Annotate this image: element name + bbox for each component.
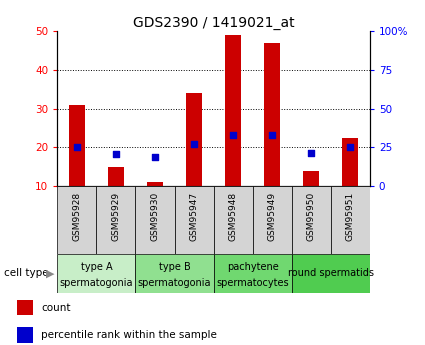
Text: count: count: [41, 303, 71, 313]
Bar: [213, 254, 292, 293]
Bar: [343, 138, 358, 186]
Bar: [17, 300, 33, 315]
Bar: [57, 186, 96, 254]
Point: [308, 150, 314, 156]
Text: ▶: ▶: [46, 268, 54, 278]
Text: round spermatids: round spermatids: [288, 268, 374, 278]
Text: percentile rank within the sample: percentile rank within the sample: [41, 330, 217, 340]
Bar: [136, 254, 213, 293]
Point: [230, 132, 236, 138]
Text: GSM95929: GSM95929: [111, 192, 120, 241]
Bar: [303, 171, 319, 186]
Point: [347, 145, 354, 150]
Bar: [57, 254, 136, 293]
Point: [152, 154, 159, 159]
Bar: [264, 43, 280, 186]
Text: GSM95930: GSM95930: [150, 192, 159, 241]
Text: GSM95947: GSM95947: [190, 192, 198, 241]
Text: type B: type B: [159, 263, 190, 273]
Bar: [96, 186, 136, 254]
Bar: [108, 167, 124, 186]
Text: GSM95950: GSM95950: [307, 192, 316, 241]
Bar: [186, 93, 202, 186]
Bar: [136, 186, 175, 254]
Bar: [175, 186, 213, 254]
Bar: [331, 186, 370, 254]
Text: spermatocytes: spermatocytes: [216, 278, 289, 288]
Bar: [252, 186, 292, 254]
Text: type A: type A: [81, 263, 112, 273]
Bar: [147, 183, 163, 186]
Bar: [69, 105, 85, 186]
Text: spermatogonia: spermatogonia: [60, 278, 133, 288]
Point: [269, 132, 275, 138]
Bar: [292, 186, 331, 254]
Title: GDS2390 / 1419021_at: GDS2390 / 1419021_at: [133, 16, 295, 30]
Bar: [225, 35, 241, 186]
Bar: [213, 186, 252, 254]
Point: [113, 152, 119, 157]
Text: spermatogonia: spermatogonia: [138, 278, 211, 288]
Text: GSM95951: GSM95951: [346, 192, 355, 241]
Bar: [17, 327, 33, 343]
Point: [74, 145, 80, 150]
Text: GSM95949: GSM95949: [268, 192, 277, 241]
Text: cell type: cell type: [4, 268, 49, 278]
Text: pachytene: pachytene: [227, 263, 278, 273]
Text: GSM95928: GSM95928: [72, 192, 82, 241]
Point: [191, 141, 198, 147]
Text: GSM95948: GSM95948: [229, 192, 238, 241]
Bar: [292, 254, 370, 293]
